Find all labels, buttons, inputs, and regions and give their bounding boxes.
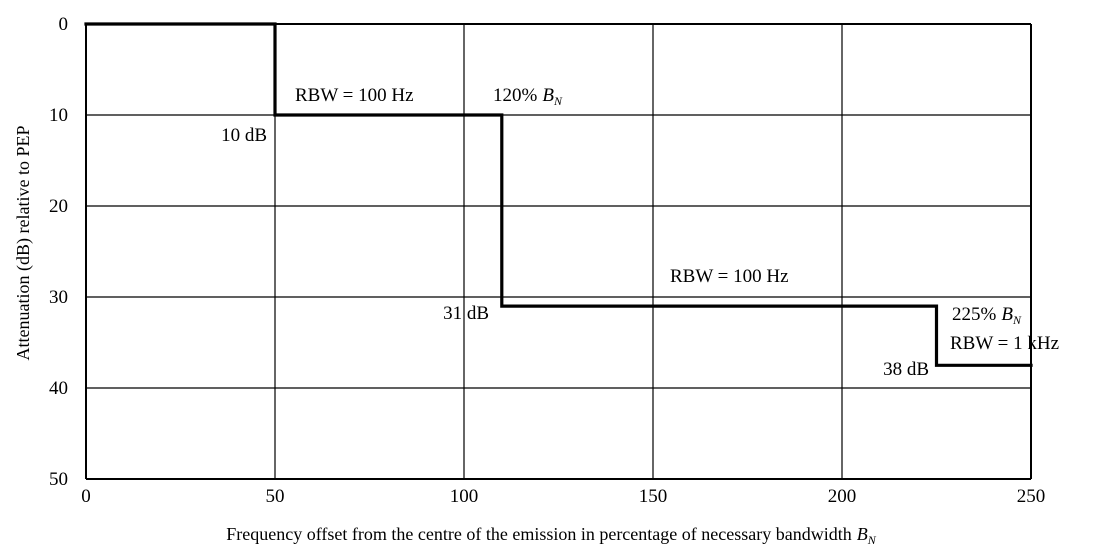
y-axis-title: Attenuation (dB) relative to PEP	[13, 126, 34, 361]
annotation-rbw-100hz-lower: RBW = 100 Hz	[670, 266, 789, 287]
tick-labels: 0 50 100 150 200 250 0 10 20 30 40 50	[49, 14, 1045, 507]
y-tick-label: 0	[59, 14, 69, 35]
x-tick-label: 100	[450, 486, 479, 507]
y-tick-label: 20	[49, 196, 68, 217]
y-tick-label: 30	[49, 287, 68, 308]
x-tick-label: 0	[81, 486, 91, 507]
series-layer	[84, 22, 1033, 367]
annotation-225-percent: 225% BN	[952, 304, 1022, 327]
series-line-0	[84, 22, 1033, 367]
x-tick-label: 200	[828, 486, 857, 507]
x-tick-label: 150	[639, 486, 668, 507]
annotation-31db: 31 dB	[443, 303, 489, 324]
y-tick-label: 50	[49, 469, 68, 490]
annotation-rbw-100hz-upper: RBW = 100 Hz	[295, 85, 414, 106]
annotation-rbw-1khz: RBW = 1 kHz	[950, 333, 1059, 354]
annotation-120-percent: 120% BN	[493, 85, 563, 108]
x-tick-label: 50	[266, 486, 285, 507]
x-axis-title: Frequency offset from the centre of the …	[226, 524, 876, 546]
grid-lines	[85, 23, 1032, 480]
annotation-38db: 38 dB	[883, 359, 929, 380]
x-tick-label: 250	[1017, 486, 1046, 507]
annotation-10db: 10 dB	[221, 125, 267, 146]
y-tick-label: 40	[49, 378, 68, 399]
y-tick-label: 10	[49, 105, 68, 126]
